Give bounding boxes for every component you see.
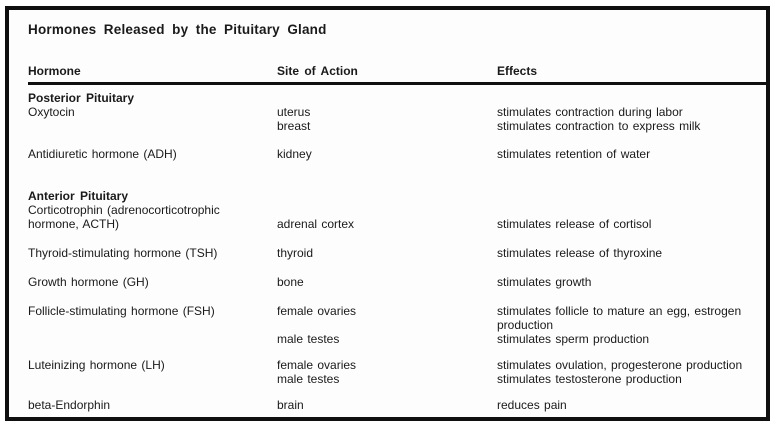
table-row: Follicle-stimulating hormone (FSH) femal… [28, 304, 766, 346]
site-cell: kidney [277, 147, 312, 161]
hormone-cell: Antidiuretic hormone (ADH) [28, 147, 177, 161]
table-line: Luteinizing hormone (LH) female ovaries … [28, 358, 766, 372]
site-cell: thyroid [277, 246, 314, 260]
document-frame: Hormones Released by the Pituitary Gland… [5, 6, 770, 421]
section-header: Posterior Pituitary [28, 91, 135, 105]
column-header-site-of-action: Site of Action [277, 64, 358, 78]
site-cell: male testes [277, 332, 340, 346]
table-line: breast stimulates contraction to express… [28, 119, 766, 133]
effects-cell: stimulates release of thyroxine [497, 246, 663, 260]
header-rule [28, 82, 766, 85]
table-line: male testes stimulates sperm production [28, 332, 766, 346]
page-title: Hormones Released by the Pituitary Gland [28, 22, 327, 37]
table-line: Antidiuretic hormone (ADH) kidney stimul… [28, 147, 766, 161]
site-cell: adrenal cortex [277, 217, 355, 231]
effects-cell: stimulates sperm production [497, 332, 650, 346]
site-cell: bone [277, 275, 304, 289]
site-cell: female ovaries [277, 358, 357, 372]
effects-cell: stimulates contraction to express milk [497, 119, 701, 133]
effects-cell: stimulates retention of water [497, 147, 651, 161]
effects-cell: stimulates growth [497, 275, 592, 289]
hormone-cell: Thyroid-stimulating hormone (TSH) [28, 246, 218, 260]
table-line: Corticotrophin (adrenocorticotrophic hor… [28, 203, 766, 231]
table-row: Oxytocin uterus stimulates contraction d… [28, 105, 766, 133]
effects-cell: stimulates testosterone production [497, 372, 682, 386]
section-posterior-pituitary: Posterior Pituitary Oxytocin uterus stim… [28, 91, 766, 161]
table-row: Luteinizing hormone (LH) female ovaries … [28, 358, 766, 386]
hormone-cell: Corticotrophin (adrenocorticotrophic hor… [28, 203, 220, 231]
hormone-cell: beta-Endorphin [28, 398, 111, 412]
table-line: beta-Endorphin brain reduces pain [28, 398, 766, 412]
site-cell: female ovaries [277, 304, 357, 318]
table-row: beta-Endorphin brain reduces pain [28, 398, 766, 412]
section-header: Anterior Pituitary [28, 189, 129, 203]
hormone-cell: Luteinizing hormone (LH) [28, 358, 165, 372]
hormone-cell: Growth hormone (GH) [28, 275, 149, 289]
site-cell: breast [277, 119, 311, 133]
table-line: Oxytocin uterus stimulates contraction d… [28, 105, 766, 119]
hormone-cell: Oxytocin [28, 105, 75, 119]
effects-cell: reduces pain [497, 398, 567, 412]
table-header-row: Hormone Site of Action Effects [28, 64, 766, 78]
table-line: male testes stimulates testosterone prod… [28, 372, 766, 386]
effects-cell: stimulates follicle to mature an egg, es… [497, 304, 742, 332]
table-line: Follicle-stimulating hormone (FSH) femal… [28, 304, 766, 332]
table-row: Growth hormone (GH) bone stimulates grow… [28, 275, 766, 289]
table-row: Corticotrophin (adrenocorticotrophic hor… [28, 203, 766, 231]
hormone-cell: Follicle-stimulating hormone (FSH) [28, 304, 215, 318]
table-line: Growth hormone (GH) bone stimulates grow… [28, 275, 766, 289]
section-anterior-pituitary: Anterior Pituitary Corticotrophin (adren… [28, 189, 766, 412]
column-header-effects: Effects [497, 64, 538, 78]
effects-cell: stimulates release of cortisol [497, 217, 652, 231]
effects-cell: stimulates contraction during labor [497, 105, 683, 119]
site-cell: uterus [277, 105, 311, 119]
column-header-hormone: Hormone [28, 64, 81, 78]
hormone-table: Hormone Site of Action Effects Posterior… [28, 64, 766, 412]
table-line: Thyroid-stimulating hormone (TSH) thyroi… [28, 246, 766, 260]
effects-cell: stimulates ovulation, progesterone produ… [497, 358, 743, 372]
table-row: Antidiuretic hormone (ADH) kidney stimul… [28, 147, 766, 161]
site-cell: brain [277, 398, 304, 412]
table-row: Thyroid-stimulating hormone (TSH) thyroi… [28, 246, 766, 260]
site-cell: male testes [277, 372, 340, 386]
